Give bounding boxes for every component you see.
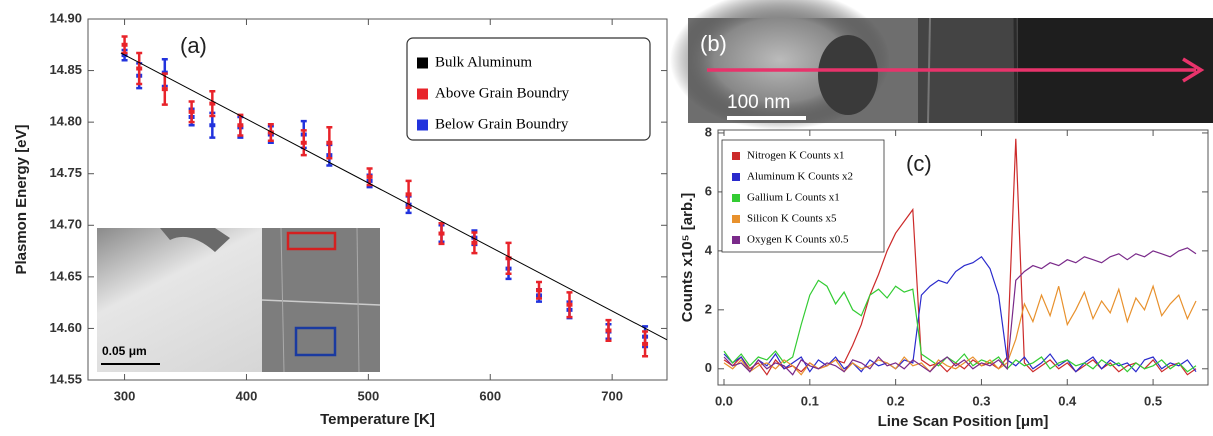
inset-boundary xyxy=(280,227,285,373)
panel-label: (b) xyxy=(700,31,727,56)
inset-boundary xyxy=(356,227,360,373)
point xyxy=(209,123,216,128)
y-tick-label: 14.65 xyxy=(49,268,82,283)
legend-swatch xyxy=(732,152,740,160)
legend-box xyxy=(406,37,651,141)
point xyxy=(121,42,128,47)
point xyxy=(237,123,244,128)
data-line xyxy=(120,52,668,341)
y-tick-label: 6 xyxy=(705,183,712,198)
legend-swatch xyxy=(732,236,740,244)
legend-swatch xyxy=(417,119,428,131)
inset-boundary xyxy=(261,299,381,306)
data-line xyxy=(723,279,1197,373)
tem-image xyxy=(670,0,1213,130)
y-tick-label: 8 xyxy=(705,124,712,139)
y-axis-label: Counts x10⁵ [arb.] xyxy=(679,193,696,323)
point xyxy=(366,174,373,179)
legend-label: Bulk Aluminum xyxy=(435,54,532,70)
point xyxy=(161,87,168,92)
y-tick-label: 14.90 xyxy=(49,10,82,25)
inset-shadow xyxy=(160,228,230,252)
legend-label: Nitrogen K Counts x1 xyxy=(747,150,844,162)
x-tick-label: 500 xyxy=(358,388,380,403)
y-tick-label: 14.70 xyxy=(49,217,82,232)
x-tick-label: 0.5 xyxy=(1144,393,1162,408)
legend-swatch xyxy=(732,173,740,181)
inset-scale-label: 0.05 μm xyxy=(102,344,147,358)
x-axis-label: Line Scan Position [μm] xyxy=(878,413,1049,430)
legend-label: Aluminum K Counts x2 xyxy=(747,171,853,183)
y-tick-label: 4 xyxy=(705,242,713,257)
legend-label: Gallium L Counts x1 xyxy=(747,192,840,204)
point xyxy=(438,231,445,236)
y-tick-label: 2 xyxy=(705,301,712,316)
legend-swatch xyxy=(732,194,740,202)
y-tick-label: 14.60 xyxy=(49,320,82,335)
inset-box-red xyxy=(286,231,337,251)
scale-label: 100 nm xyxy=(727,92,790,113)
inset-region xyxy=(262,228,380,372)
y-tick-label: 14.55 xyxy=(49,371,82,386)
panel-label: (c) xyxy=(906,151,932,176)
point xyxy=(188,109,195,114)
legend-label: Silicon K Counts x5 xyxy=(747,213,837,225)
y-tick-label: 14.85 xyxy=(49,62,82,77)
x-tick-label: 0.3 xyxy=(972,393,990,408)
legend-swatch xyxy=(417,57,428,69)
inset-box-blue xyxy=(294,326,337,357)
point xyxy=(566,302,573,307)
point xyxy=(267,130,274,135)
x-tick-label: 600 xyxy=(479,388,501,403)
data-line xyxy=(723,284,1197,376)
point xyxy=(642,341,649,346)
x-tick-label: 300 xyxy=(114,388,136,403)
panel-label: (a) xyxy=(180,33,207,58)
point xyxy=(405,192,412,197)
point xyxy=(471,240,478,245)
plot-frame xyxy=(717,129,1209,386)
y-tick-label: 14.75 xyxy=(49,165,82,180)
legend-label: Oxygen K Counts x0.5 xyxy=(747,234,849,246)
x-tick-label: 0.2 xyxy=(887,393,905,408)
legend-box xyxy=(721,139,885,253)
x-tick-label: 700 xyxy=(601,388,623,403)
x-tick-label: 400 xyxy=(236,388,258,403)
y-tick-label: 14.80 xyxy=(49,114,82,129)
data-line xyxy=(723,247,1197,376)
point xyxy=(505,256,512,261)
point xyxy=(605,328,612,333)
x-tick-label: 0.1 xyxy=(801,393,819,408)
point xyxy=(136,66,143,71)
legend-label: Below Grain Boundry xyxy=(435,116,569,132)
point xyxy=(326,140,333,145)
point xyxy=(536,288,543,293)
x-axis-label: Temperature [K] xyxy=(320,411,435,428)
legend-label: Above Grain Boundry xyxy=(435,85,570,101)
legend-swatch xyxy=(732,215,740,223)
data-line xyxy=(723,255,1197,373)
legend-swatch xyxy=(417,88,428,100)
y-axis-label: Plasmon Energy [eV] xyxy=(13,124,30,274)
y-tick-label: 0 xyxy=(705,360,712,375)
x-tick-label: 0.0 xyxy=(715,393,733,408)
plot-frame xyxy=(87,18,668,381)
point xyxy=(209,101,216,106)
inset-image: 0.05 μm xyxy=(97,227,381,373)
point xyxy=(300,140,307,145)
x-tick-label: 0.4 xyxy=(1058,393,1077,408)
